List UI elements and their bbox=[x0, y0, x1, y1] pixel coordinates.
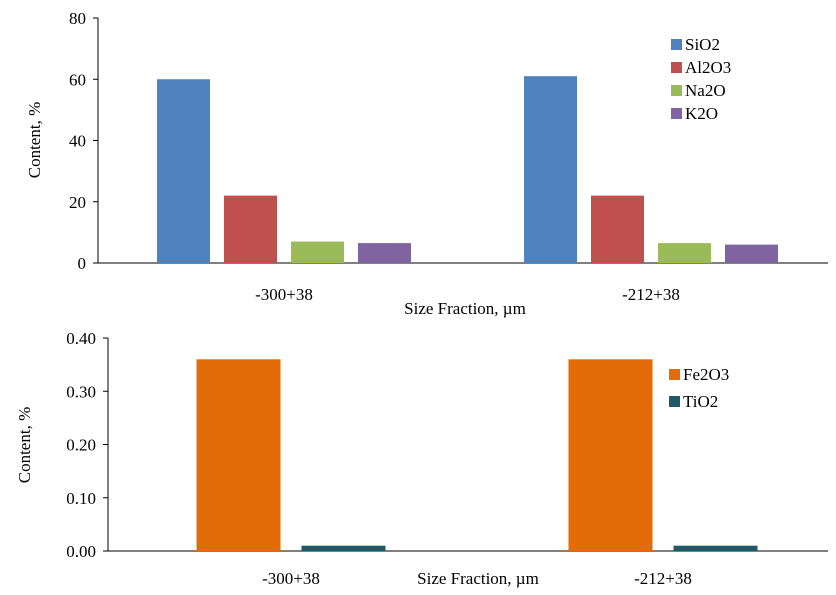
chart-major-oxides: 0 20 40 60 80 -300+38 -212+38 Size Fraction, µm… bbox=[25, 9, 828, 318]
legend-entry-na2o: Na2O bbox=[685, 81, 726, 100]
x-tick-label: -212+38 bbox=[634, 569, 692, 588]
y-tick-label: 20 bbox=[69, 193, 86, 212]
legend-swatch-fe2o3 bbox=[669, 369, 680, 380]
legend-entry-tio2: TiO2 bbox=[683, 392, 718, 411]
legend-entry-al2o3: Al2O3 bbox=[685, 58, 731, 77]
bar-k2o-2 bbox=[725, 244, 778, 263]
legend-swatch-al2o3 bbox=[671, 62, 682, 73]
y-tick-label: 60 bbox=[69, 70, 86, 89]
bar-sio2-1 bbox=[157, 79, 210, 263]
bar-al2o3-2 bbox=[591, 195, 644, 263]
x-axis-label: Size Fraction, µm bbox=[417, 569, 539, 588]
y-axis-label: Content, % bbox=[15, 407, 34, 484]
y-tick-label: 0.00 bbox=[66, 542, 96, 561]
x-axis-label: Size Fraction, µm bbox=[404, 299, 526, 318]
y-tick-label: 0.10 bbox=[66, 489, 96, 508]
legend-swatch-tio2 bbox=[669, 396, 680, 407]
bar-fe2o3-1 bbox=[196, 359, 281, 551]
y-axis-label: Content, % bbox=[25, 102, 44, 179]
legend-entry-sio2: SiO2 bbox=[685, 35, 720, 54]
legend-swatch-na2o bbox=[671, 85, 682, 96]
y-tick-label: 0.20 bbox=[66, 436, 96, 455]
x-tick-label: -212+38 bbox=[622, 285, 680, 304]
y-tick-label: 0 bbox=[78, 254, 87, 273]
y-tick-label: 0.40 bbox=[66, 329, 96, 348]
x-tick-label: -300+38 bbox=[255, 285, 313, 304]
legend-entry-k2o: K2O bbox=[685, 104, 718, 123]
bar-k2o-1 bbox=[358, 243, 411, 263]
bar-na2o-2 bbox=[658, 243, 711, 263]
legend-swatch-sio2 bbox=[671, 39, 682, 50]
y-tick-label: 40 bbox=[69, 132, 86, 151]
chart-minor-oxides: 0.00 0.10 0.20 0.30 0.40 -300+38 -212+38 Size F… bbox=[15, 329, 828, 588]
bar-tio2-2 bbox=[673, 545, 758, 551]
y-tick-label: 0.30 bbox=[66, 382, 96, 401]
legend-entry-fe2o3: Fe2O3 bbox=[683, 365, 729, 384]
bar-tio2-1 bbox=[301, 545, 386, 551]
y-tick-label: 80 bbox=[69, 9, 86, 28]
x-tick-label: -300+38 bbox=[262, 569, 320, 588]
bar-sio2-2 bbox=[524, 76, 577, 263]
bar-al2o3-1 bbox=[224, 195, 277, 263]
bar-fe2o3-2 bbox=[568, 359, 653, 551]
bar-na2o-1 bbox=[291, 241, 344, 263]
legend-swatch-k2o bbox=[671, 108, 682, 119]
